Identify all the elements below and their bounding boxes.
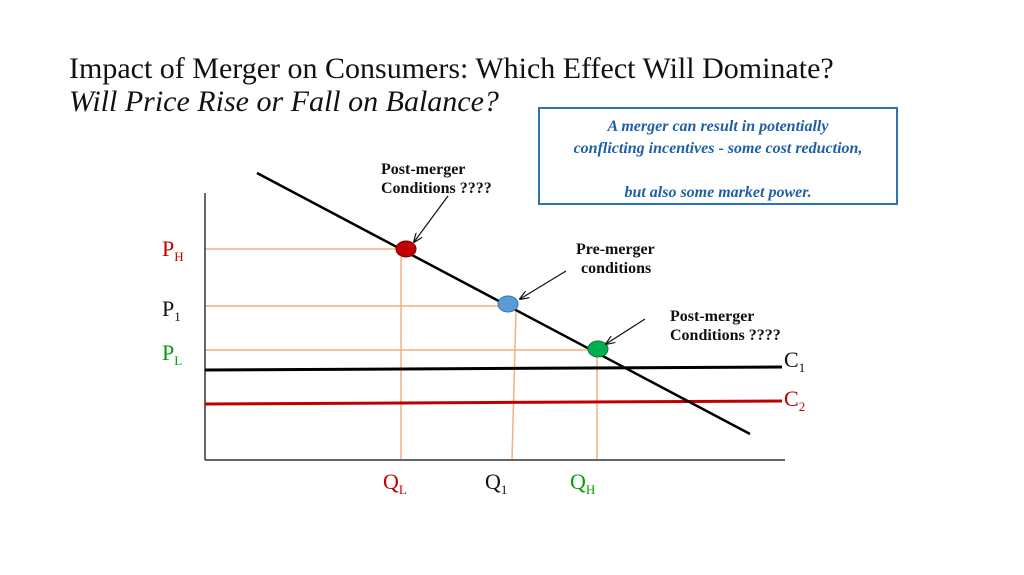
callout-line-2: conflicting incentives - some cost reduc… xyxy=(573,140,863,157)
cost-line-c2 xyxy=(204,399,783,406)
label-cost-c1: C1 xyxy=(784,347,805,375)
label-price-mid: P1 xyxy=(162,296,181,324)
note-post-merger-high: Post-merger Conditions ???? xyxy=(381,161,492,197)
point-post-merger-high xyxy=(395,240,417,258)
callout-line-3: but also some market power. xyxy=(624,184,812,201)
label-quantity-high: QH xyxy=(570,469,595,497)
callout-box: A merger can result in potentially confl… xyxy=(538,107,898,205)
arrow-post-merger-low xyxy=(606,318,646,344)
page-subtitle: Will Price Rise or Fall on Balance? xyxy=(69,85,499,118)
callout-line-1: A merger can result in potentially xyxy=(607,118,829,135)
point-pre-merger xyxy=(497,295,519,313)
cost-line-c1 xyxy=(204,365,783,372)
page-title: Impact of Merger on Consumers: Which Eff… xyxy=(69,52,834,85)
label-quantity-mid: Q1 xyxy=(485,469,507,497)
guide-lines xyxy=(205,248,598,460)
note-pre-merger: Pre-merger conditions xyxy=(576,241,658,277)
label-cost-c2: C2 xyxy=(784,386,805,414)
label-price-low: PL xyxy=(162,340,182,368)
label-quantity-low: QL xyxy=(383,469,407,497)
note-post-merger-low: Post-merger Conditions ???? xyxy=(670,308,781,344)
arrow-post-merger-high xyxy=(414,195,449,242)
label-price-high: PH xyxy=(162,236,184,264)
point-post-merger-low xyxy=(587,340,609,358)
arrow-pre-merger xyxy=(520,270,567,299)
guide-q1-vertical xyxy=(511,310,517,460)
